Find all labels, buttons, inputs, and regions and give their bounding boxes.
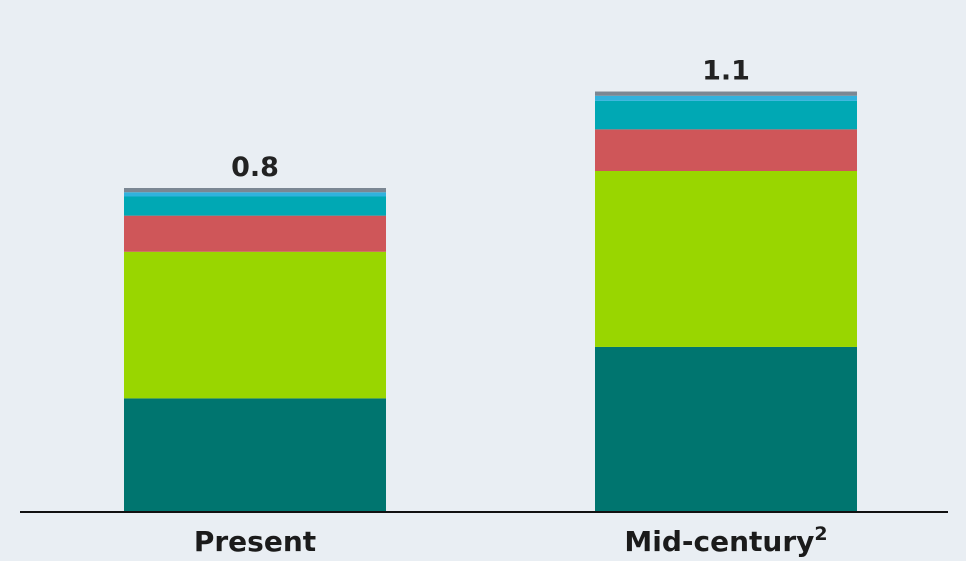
bar-segment-mid-century-5 [595,95,857,101]
bar-segment-mid-century-2 [595,171,857,347]
bar-segment-mid-century-1 [595,346,857,511]
bar-segment-mid-century-3 [595,129,857,171]
total-label-mid-century: 1.1 [702,56,750,87]
total-label-present: 0.8 [231,152,279,183]
category-label-present: Present [194,525,316,558]
bar-segment-mid-century-4 [595,100,857,130]
bar-segment-present-3 [124,215,386,252]
bar-segment-present-6 [124,188,386,193]
bar-segment-present-2 [124,251,386,399]
category-label-mid-century: Mid-century2 [624,523,827,558]
bar-segment-present-5 [124,192,386,197]
bar-segment-present-4 [124,196,386,216]
bar-segment-mid-century-6 [595,91,857,96]
labels-layer: 0.8 Present 1.1 Mid-century2 [194,56,828,558]
bar-segment-present-1 [124,398,386,512]
footnote-marker: 2 [814,523,827,545]
bars-layer [124,91,857,512]
